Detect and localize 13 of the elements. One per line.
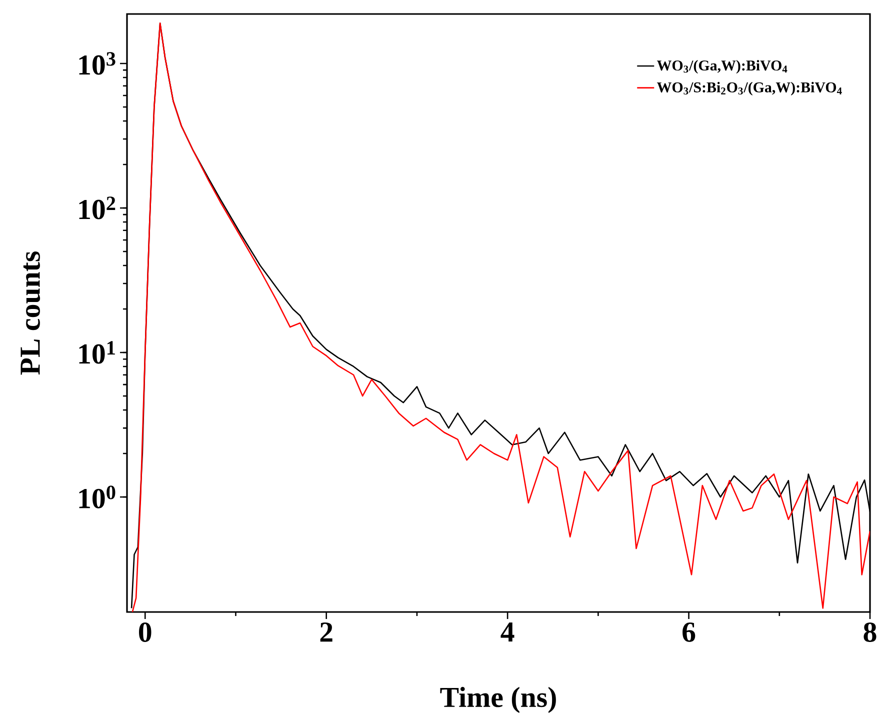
x-tick-label: 6 <box>682 622 696 642</box>
x-axis-title: Time (ns) <box>440 686 556 714</box>
x-tick-label: 2 <box>320 622 332 642</box>
y-tick-label: 10$^{0}$ <box>79 486 116 508</box>
legend-label: WO$_{3}$/(Ga,W):BiVO$_{4}$ <box>656 60 788 74</box>
y-tick-label: 10$^{3}$ <box>79 52 116 75</box>
y-tick-label: 10$^{2}$ <box>79 196 116 220</box>
legend-label: WO$_{3}$/S:Bi$_{2}$O$_{3}$/(Ga,W):BiVO$_{4}$ <box>656 82 842 96</box>
x-tick-label: 4 <box>500 622 514 642</box>
x-tick-label: 8 <box>864 622 876 642</box>
y-axis-title: PL counts <box>20 252 40 375</box>
y-tick-label: 10$^{1}$ <box>79 341 115 364</box>
x-tick-label: 0 <box>138 622 152 642</box>
